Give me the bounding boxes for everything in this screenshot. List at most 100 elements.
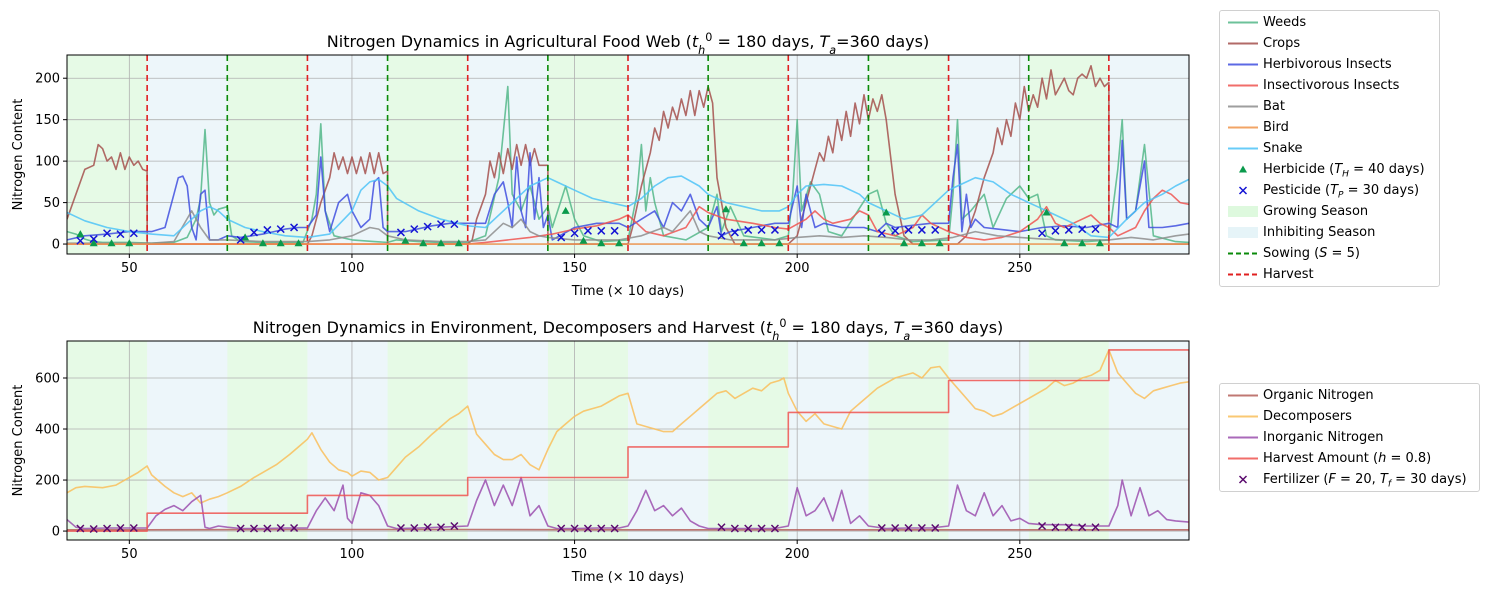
inhibiting-season-band (307, 55, 388, 254)
marker-triangle (721, 205, 730, 213)
marker-triangle (258, 239, 267, 247)
y-tick-label: 100 (35, 155, 60, 170)
legend-environment: Organic Nitrogen Decomposers Inorganic Nit… (1219, 383, 1480, 492)
marker-x (557, 524, 566, 533)
x-tick-label: 200 (785, 547, 810, 562)
inhibiting-season-band (628, 341, 709, 540)
inhibiting-season-band (147, 55, 228, 254)
marker-x (717, 231, 726, 240)
marker-x (249, 228, 259, 237)
series-bat (67, 210, 1189, 244)
legend-item: Organic Nitrogen (1220, 385, 1479, 406)
marker-x (1051, 226, 1060, 235)
legend-label: Bird (1263, 120, 1289, 135)
marker-x (1078, 523, 1087, 532)
marker-triangle (615, 239, 624, 247)
marker-x (744, 524, 753, 533)
marker-x (450, 521, 459, 530)
marker-triangle (107, 239, 116, 247)
marker-x (276, 225, 285, 234)
marker-triangle (1095, 239, 1104, 247)
marker-x (263, 225, 272, 234)
legend-label: Pesticide (TP = 30 days) (1263, 183, 1420, 201)
y-tick-label: 400 (35, 423, 60, 438)
legend-key (1228, 227, 1258, 238)
legend-item: Fertilizer (F = 20, Tf = 30 days) (1220, 469, 1479, 490)
legend-key (1228, 84, 1258, 87)
legend-label: Insectivorous Insects (1263, 78, 1400, 93)
legend-key (1228, 415, 1258, 418)
legend-key (1228, 436, 1258, 439)
legend-label: Weeds (1263, 15, 1307, 30)
marker-x (917, 523, 926, 533)
legend-item: Sowing (S = 5) (1220, 243, 1439, 264)
y-tick-label: 0 (52, 238, 60, 253)
marker-triangle (935, 239, 944, 247)
marker-x (290, 223, 299, 232)
marker-triangle (89, 239, 98, 247)
marker-triangle (757, 239, 766, 247)
marker-triangle (125, 239, 134, 247)
growing-season-band (868, 341, 949, 540)
x-tick-label: 50 (121, 547, 138, 562)
legend-key (1228, 252, 1258, 255)
legend-item: Weeds (1220, 12, 1439, 33)
marker-x (610, 524, 619, 533)
marker-x (744, 225, 753, 234)
marker-x (263, 524, 272, 533)
legend-item: Bat (1220, 96, 1439, 117)
marker-x (757, 524, 766, 533)
marker-x (597, 524, 606, 533)
growing-season-band (67, 341, 148, 540)
plot-area (67, 55, 1189, 254)
x-tick-label: 100 (340, 261, 365, 276)
legend-label: Sowing (S = 5) (1263, 246, 1360, 261)
x-tick-label: 150 (562, 547, 587, 562)
legend-key (1228, 42, 1258, 45)
marker-x (931, 225, 940, 234)
marker-x (1091, 523, 1100, 532)
growing-season-band (547, 55, 628, 254)
marker-x (570, 524, 579, 533)
marker-x (76, 236, 85, 245)
marker-x (103, 229, 112, 238)
marker-triangle (437, 239, 445, 247)
marker-triangle (1060, 239, 1069, 247)
marker-x (1064, 225, 1073, 234)
growing-season-band (1028, 341, 1109, 540)
marker-x (290, 523, 299, 533)
legend-item: Harvest Amount (h = 0.8) (1220, 448, 1479, 469)
marker-x (103, 524, 112, 533)
marker-triangle (882, 208, 891, 216)
marker-x (877, 523, 886, 533)
growing-season-band (387, 55, 468, 254)
growing-season-band (227, 341, 308, 540)
marker-x (931, 523, 940, 533)
y-tick-label: 600 (35, 371, 60, 386)
legend-key (1228, 206, 1258, 217)
legend-label: Herbicide (TH = 40 days) (1263, 162, 1425, 180)
y-axis-label: Nitrogen Content (11, 99, 26, 211)
marker-x (436, 220, 446, 229)
legend-key (1239, 165, 1247, 173)
inhibiting-season-band (1108, 341, 1189, 540)
marker-x (1051, 523, 1060, 532)
series-harvest-amount-h-0-8 (67, 349, 1189, 532)
marker-x (76, 524, 85, 533)
marker-x (891, 226, 900, 235)
legend-key (1238, 186, 1248, 195)
marker-x (597, 226, 606, 235)
marker-triangle (1078, 239, 1087, 247)
marker-x (917, 225, 926, 234)
legend-key (1228, 63, 1258, 66)
legend-key (1228, 147, 1258, 150)
legend-label: Crops (1263, 36, 1301, 51)
y-tick-label: 0 (52, 525, 60, 540)
legend-food-web: Weeds Crops Herbivorous Insects Insectivoro… (1219, 10, 1440, 287)
series-insectivorous-insects (67, 189, 1189, 245)
marker-x (1064, 523, 1073, 532)
inhibiting-season-band (147, 341, 228, 540)
marker-x (904, 523, 913, 533)
inhibiting-season-band (788, 341, 869, 540)
